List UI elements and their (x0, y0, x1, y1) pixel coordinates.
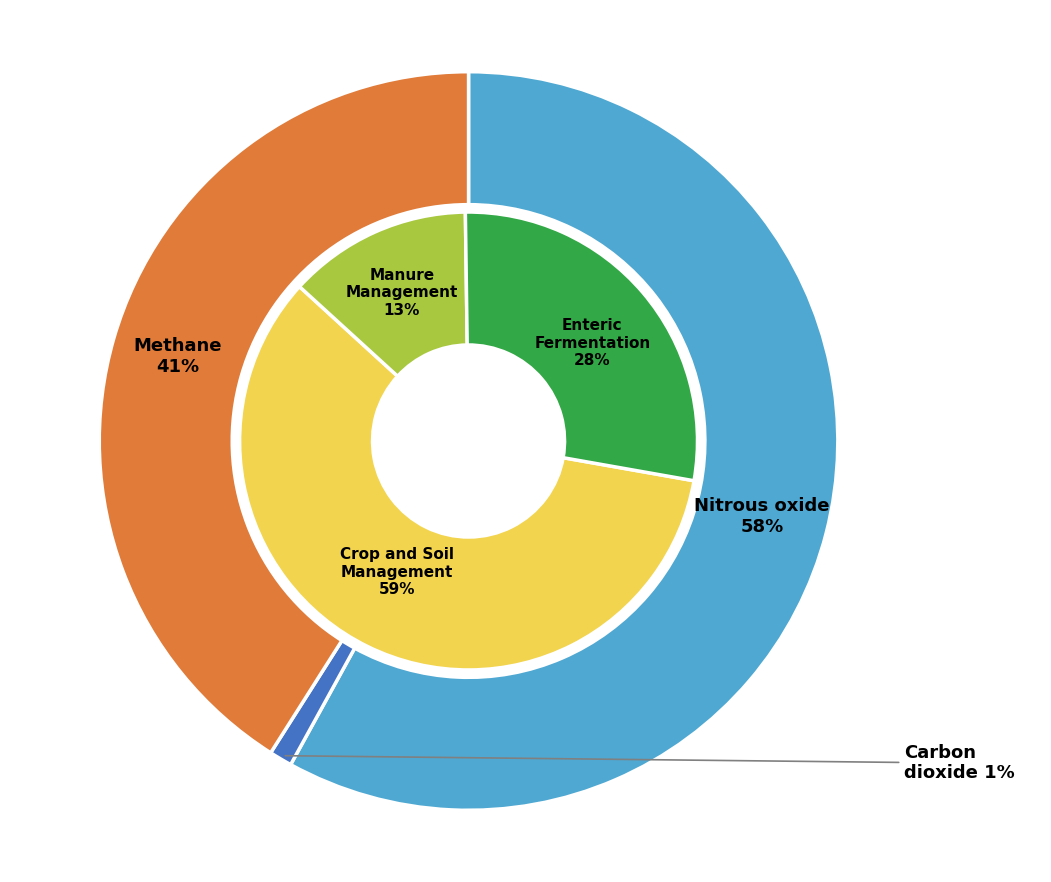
Wedge shape (300, 212, 468, 377)
Circle shape (372, 345, 564, 537)
Text: Nitrous oxide
58%: Nitrous oxide 58% (694, 497, 829, 535)
Text: Crop and Soil
Management
59%: Crop and Soil Management 59% (339, 547, 454, 597)
Text: Enteric
Fermentation
28%: Enteric Fermentation 28% (534, 318, 651, 368)
Text: Manure
Management
13%: Manure Management 13% (346, 268, 458, 318)
Wedge shape (291, 71, 838, 811)
Text: Methane
41%: Methane 41% (133, 337, 222, 376)
Wedge shape (466, 212, 698, 481)
Wedge shape (99, 71, 469, 753)
Wedge shape (271, 640, 354, 765)
Wedge shape (240, 287, 694, 670)
Text: Carbon
dioxide 1%: Carbon dioxide 1% (285, 744, 1015, 782)
